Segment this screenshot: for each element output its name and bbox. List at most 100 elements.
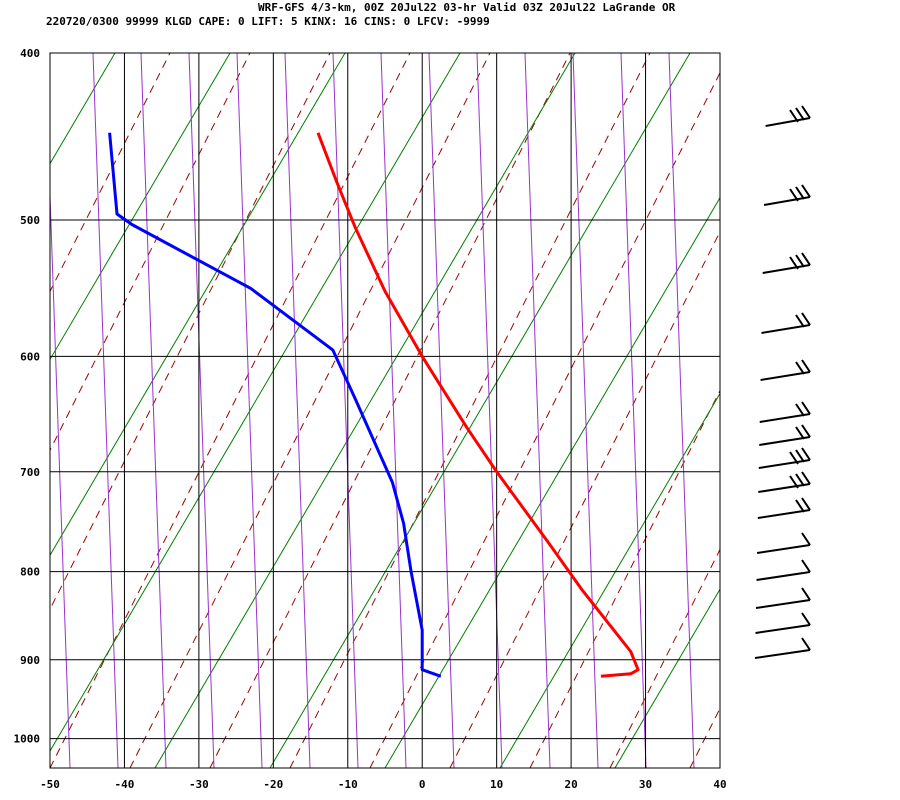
moist-adiabat — [236, 53, 263, 768]
wind-barb-staff — [760, 371, 811, 381]
wind-barb-flag — [801, 401, 811, 415]
dry-adiabat — [50, 53, 411, 768]
wind-barb-flag — [801, 184, 811, 198]
y-tick-label: 800 — [20, 566, 40, 579]
wind-barb-staff — [762, 264, 811, 274]
wind-barb-flag — [801, 587, 811, 601]
wind-barb — [758, 471, 811, 493]
x-tick-label: 20 — [564, 778, 577, 791]
wind-barb — [758, 447, 811, 469]
wind-barb-flag — [795, 186, 805, 200]
wind-barb-flag — [801, 471, 811, 485]
wind-barb-staff — [761, 324, 811, 334]
wind-barb-staff — [755, 624, 811, 634]
reference-line — [614, 588, 720, 768]
wind-barb-flag — [801, 559, 811, 573]
y-tick-label: 400 — [20, 47, 40, 60]
wind-barb — [763, 184, 811, 206]
wind-barb-staff — [754, 649, 811, 659]
x-tick-label: 40 — [713, 778, 726, 791]
x-tick-label: 30 — [639, 778, 652, 791]
x-tick-label: -10 — [338, 778, 358, 791]
wind-barb-flag — [795, 107, 805, 121]
wind-barb-staff — [757, 509, 811, 519]
reference-line — [730, 53, 900, 768]
wind-barb — [760, 359, 811, 381]
wind-barb-staff — [759, 413, 811, 423]
wind-barb-flag — [801, 532, 811, 546]
reference-line — [50, 53, 231, 361]
wind-barb-flag — [801, 105, 811, 119]
moist-adiabat — [476, 53, 503, 768]
wind-barb-flag — [801, 497, 811, 511]
wind-barb-flag — [801, 424, 811, 438]
dry-adiabat — [609, 548, 720, 768]
moist-adiabat — [92, 53, 119, 768]
reference-line — [50, 53, 346, 557]
reference-line — [499, 392, 720, 768]
wind-barb-staff — [759, 436, 811, 446]
wind-barb-flag — [801, 612, 811, 626]
wind-barb-staff — [756, 544, 811, 554]
wind-barb — [759, 401, 811, 423]
wind-barb — [765, 105, 811, 127]
moist-adiabat — [188, 53, 215, 768]
wind-barb-flag — [801, 447, 811, 461]
wind-barb-staff — [758, 459, 811, 469]
plot-frame — [49, 52, 721, 769]
wind-barb-staff — [755, 599, 811, 609]
reference-line — [845, 53, 900, 768]
header-indices: 220720/0300 99999 KLGD CAPE: 0 LIFT: 5 K… — [46, 15, 490, 28]
dry-adiabat — [369, 71, 720, 768]
y-tick-label: 700 — [20, 466, 40, 479]
moist-adiabat — [572, 53, 599, 768]
wind-barb-flag — [795, 426, 805, 440]
x-tick-label: -20 — [263, 778, 283, 791]
wind-barb-flag — [789, 451, 799, 465]
wind-barb-flag — [789, 188, 799, 202]
dry-adiabat — [449, 230, 720, 768]
dry-adiabat — [850, 53, 900, 768]
y-tick-label: 500 — [20, 214, 40, 227]
wind-barb — [762, 252, 811, 274]
wind-barb-flag — [789, 256, 799, 270]
x-tick-label: -30 — [189, 778, 209, 791]
wind-barb — [755, 587, 811, 609]
x-tick-label: -50 — [40, 778, 60, 791]
wind-barb-flag — [795, 473, 805, 487]
wind-barb-staff — [756, 571, 811, 581]
wind-barb — [756, 532, 811, 554]
reference-line — [154, 53, 576, 768]
moist-adiabat — [620, 53, 647, 768]
moist-adiabat — [332, 53, 359, 768]
wind-barb — [757, 497, 811, 519]
moist-adiabat — [428, 53, 455, 768]
x-tick-label: -40 — [115, 778, 135, 791]
y-tick-label: 900 — [20, 654, 40, 667]
wind-barb — [755, 612, 811, 634]
x-tick-label: 0 — [419, 778, 426, 791]
wind-barb-flag — [801, 359, 811, 373]
wind-barb — [759, 424, 811, 446]
wind-barb-flag — [795, 449, 805, 463]
wind-barb-flag — [795, 254, 805, 268]
dry-adiabat — [689, 707, 720, 768]
wind-barb-flag — [789, 109, 799, 123]
wind-barb-flag — [795, 361, 805, 375]
dry-adiabat — [129, 53, 491, 768]
moist-adiabat — [284, 53, 311, 768]
moist-adiabat — [524, 53, 551, 768]
moist-adiabat — [668, 53, 695, 768]
moist-adiabat — [140, 53, 167, 768]
wind-barb — [756, 559, 811, 581]
wind-barb — [754, 637, 811, 659]
y-tick-label: 600 — [20, 350, 40, 363]
dry-adiabat — [529, 389, 720, 768]
reference-line — [269, 53, 691, 768]
wind-barb-flag — [801, 252, 811, 266]
wind-barb-flag — [795, 403, 805, 417]
wind-barb-flag — [801, 312, 811, 326]
x-tick-label: 10 — [490, 778, 503, 791]
y-tick-label: 1000 — [14, 733, 41, 746]
